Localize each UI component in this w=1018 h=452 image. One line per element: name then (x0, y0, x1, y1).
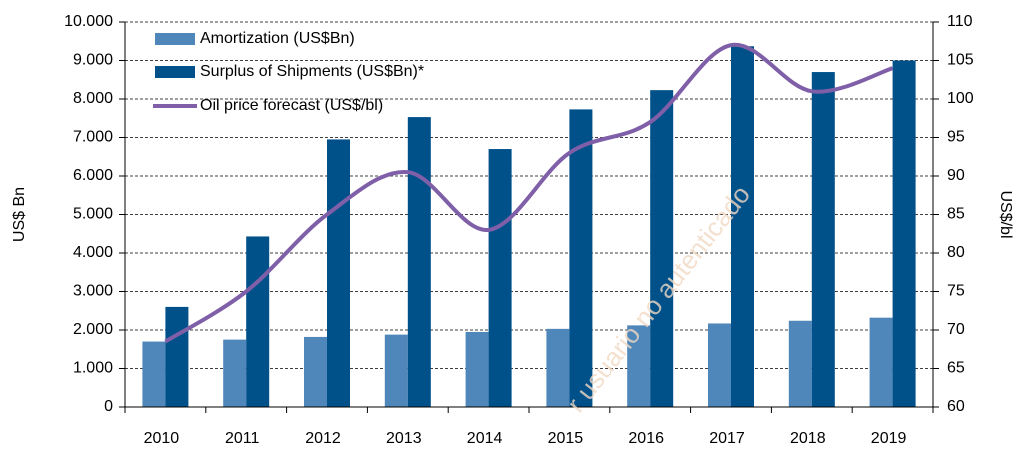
y2-tick-label: 85 (947, 206, 965, 223)
y-tick-label: 10.000 (64, 13, 113, 30)
y-tick-label: 0 (104, 398, 113, 415)
y2-tick-label: 90 (947, 167, 965, 184)
y2-axis-label: US$/bl (997, 190, 1014, 238)
bar (327, 139, 350, 408)
y-tick-label: 2.000 (73, 321, 113, 338)
bar (223, 339, 247, 407)
y2-tick-label: 80 (947, 244, 965, 261)
bar (811, 72, 835, 408)
y-tick-label: 6.000 (73, 167, 113, 184)
x-tick-label: 2013 (386, 430, 422, 447)
x-tick-label: 2019 (871, 430, 907, 447)
x-tick-label: 2012 (305, 430, 341, 447)
bar (546, 328, 570, 407)
bar (708, 323, 731, 407)
legend-swatch (155, 33, 195, 45)
y2-tick-label: 100 (947, 90, 974, 107)
y-axis-label: US$ Bn (11, 187, 28, 242)
y-tick-label: 3.000 (73, 283, 113, 300)
bar (892, 60, 916, 407)
bar (869, 317, 893, 407)
bar (650, 90, 674, 408)
y-tick-label: 5.000 (73, 206, 113, 223)
bar (488, 149, 512, 408)
y2-tick-label: 60 (947, 398, 965, 415)
legend-label: Amortization (US$Bn) (200, 30, 355, 47)
x-tick-label: 2016 (628, 430, 664, 447)
bar (627, 325, 651, 407)
y2-tick-label: 70 (947, 321, 965, 338)
bar (246, 236, 270, 407)
y-tick-label: 9.000 (73, 52, 113, 69)
legend-label: Oil price forecast (US$/bl) (200, 97, 383, 114)
bar (788, 320, 812, 407)
y-tick-label: 1.000 (73, 360, 113, 377)
x-tick-label: 2010 (144, 430, 180, 447)
y-tick-label: 8.000 (73, 90, 113, 107)
x-tick-label: 2014 (467, 430, 503, 447)
legend-label: Surplus of Shipments (US$Bn)* (200, 63, 424, 80)
bar (731, 46, 754, 407)
bar (465, 331, 489, 407)
y2-tick-label: 110 (947, 13, 973, 30)
legend-swatch (155, 66, 195, 78)
bar (407, 117, 431, 407)
y2-tick-label: 65 (947, 360, 965, 377)
x-tick-label: 2017 (709, 430, 745, 447)
y-tick-label: 4.000 (73, 244, 113, 261)
bar (165, 306, 189, 407)
x-tick-label: 2011 (225, 430, 260, 447)
x-tick-label: 2018 (790, 430, 826, 447)
y2-tick-label: 75 (947, 283, 965, 300)
y2-tick-label: 105 (947, 52, 974, 69)
bar (569, 109, 593, 408)
line (164, 42, 894, 344)
bar (384, 334, 408, 407)
y-tick-label: 7.000 (73, 129, 113, 146)
bar (304, 336, 327, 407)
bar (142, 341, 166, 407)
x-tick-label: 2015 (548, 430, 584, 447)
y2-tick-label: 95 (947, 129, 965, 146)
